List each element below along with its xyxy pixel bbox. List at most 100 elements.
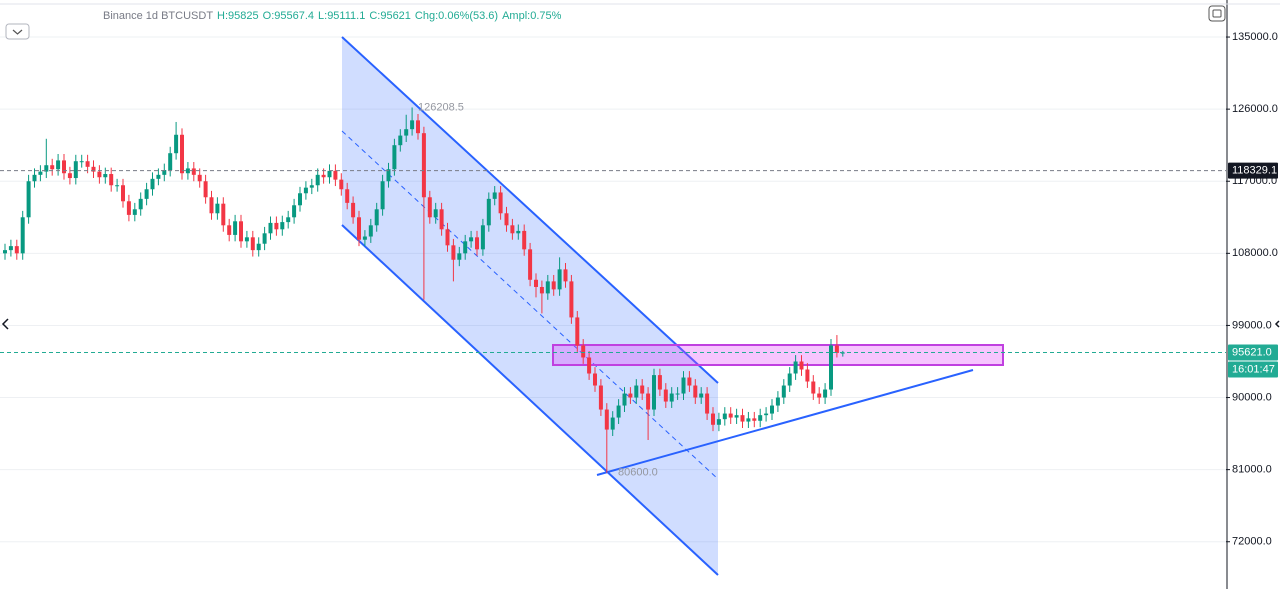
scroll-left[interactable] <box>1 318 9 330</box>
candle-body <box>734 415 739 418</box>
zone <box>552 344 1004 366</box>
candle-body <box>486 198 491 226</box>
candle-body <box>669 393 674 402</box>
candle-body <box>374 209 379 226</box>
candle-body <box>126 201 131 215</box>
candle-body <box>563 269 568 282</box>
y-tick-label: 135000.0 <box>1232 31 1278 43</box>
y-tick-label: 99000.0 <box>1232 319 1272 331</box>
candle-body <box>410 120 415 130</box>
candle-body <box>351 202 356 218</box>
candle-body <box>793 361 798 374</box>
candle-body <box>758 415 763 421</box>
candle-body <box>416 120 420 134</box>
candle-body <box>569 281 574 318</box>
candle-body <box>392 145 397 170</box>
candle-body <box>439 209 444 230</box>
candle-body <box>545 281 550 294</box>
candle-body <box>421 133 426 198</box>
candle-body <box>634 385 639 398</box>
candle-body <box>221 203 226 226</box>
candle-body <box>770 405 774 414</box>
candle-body <box>510 225 515 234</box>
candle-body <box>91 166 96 172</box>
countdown-label: 16:01:47 <box>1232 363 1275 375</box>
y-tick-label: 90000.0 <box>1232 391 1272 403</box>
candle-body <box>20 217 25 254</box>
header-item: O:95567.4 <box>263 10 314 22</box>
candle-body <box>357 217 361 240</box>
candle-body <box>380 181 385 210</box>
candle-body <box>722 413 727 420</box>
overlay: 126208.5 80600.0 118329.1 95621.0 16:01:47 <box>0 101 1278 479</box>
scroll-right[interactable] <box>1274 320 1280 328</box>
candle-body <box>180 134 184 174</box>
candle-body <box>711 413 715 425</box>
candle-body <box>121 185 125 202</box>
candle-body <box>628 393 633 398</box>
candle-body <box>640 385 645 394</box>
channel-lower <box>341 224 719 576</box>
candle-body <box>185 168 190 174</box>
candle-body <box>740 415 745 422</box>
candle-body <box>168 153 173 171</box>
candle-body <box>787 373 792 386</box>
header: Binance 1d BTCUSDT H:95825 O:95567.4 L:9511… <box>103 10 562 22</box>
candle-body <box>215 203 220 214</box>
candle-body <box>604 409 609 430</box>
candle-body <box>433 209 438 218</box>
y-tick-label: 126000.0 <box>1232 103 1278 115</box>
candle-body <box>3 250 7 254</box>
collapse-icon <box>12 29 23 35</box>
candle-body <box>44 165 49 172</box>
header-item: L:95111.1 <box>318 10 365 22</box>
candle-body <box>705 393 710 414</box>
candle-body <box>504 213 509 226</box>
candle-body <box>309 185 314 188</box>
candle-body <box>457 253 462 260</box>
candle-body <box>303 187 308 194</box>
candle-body <box>286 217 291 223</box>
candle-body <box>404 129 409 136</box>
countdown-tag <box>1228 361 1278 378</box>
y-tick-label: 72000.0 <box>1232 536 1272 548</box>
candle-body <box>321 174 326 178</box>
candle-body <box>79 161 84 163</box>
candle-body <box>73 161 78 179</box>
candle-body <box>823 389 828 398</box>
candle-body <box>32 174 37 182</box>
candle-body <box>752 418 757 421</box>
channel-mid <box>341 130 719 480</box>
candle-body <box>534 279 538 287</box>
candle-body <box>610 417 615 430</box>
candle-body <box>132 209 137 215</box>
candle-body <box>115 185 120 187</box>
candle-body <box>551 281 556 290</box>
candle-body <box>103 174 108 178</box>
annotation: 126208.5 <box>418 101 464 113</box>
candle-body <box>811 381 816 394</box>
candle-body <box>687 377 692 386</box>
collapse-button[interactable] <box>5 23 30 40</box>
candle-body <box>256 243 261 251</box>
candle-body <box>138 198 143 210</box>
candle-body <box>663 389 668 402</box>
candle-body <box>622 393 627 406</box>
channel-upper <box>341 36 719 384</box>
candle-body <box>386 169 391 182</box>
candle-body <box>463 241 468 254</box>
candle-body <box>528 249 533 280</box>
candle-body <box>327 170 332 178</box>
candle-body <box>799 361 804 370</box>
candle-body <box>581 345 586 358</box>
header-item: Binance 1d BTCUSDT <box>103 10 213 22</box>
candle-body <box>817 393 822 398</box>
grid: 72000.081000.090000.099000.0108000.01170… <box>0 31 1278 548</box>
screenshot-button[interactable] <box>1208 5 1226 22</box>
candle-body <box>109 174 114 186</box>
candle-body <box>539 286 544 294</box>
candle-body <box>516 230 521 234</box>
candle-body <box>675 393 680 395</box>
candle-body <box>233 221 238 235</box>
